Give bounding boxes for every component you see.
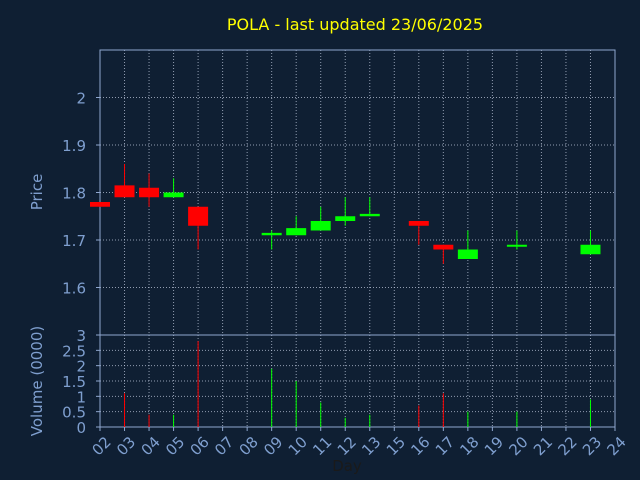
price-panel: 1.6 1.7 1.8 1.9 2 [62,49,616,336]
price-axis-label: Price [28,174,46,211]
volume-tick-label: 1 [76,388,86,406]
grid [100,50,615,428]
candle-body [139,187,160,198]
price-tick-label: 1.8 [62,185,86,203]
candle-body [90,202,110,207]
candle-body [114,185,135,198]
volume-tick-label: 0 [76,419,86,437]
volume-tick-label: 0.5 [62,404,86,422]
candle-body [506,244,527,247]
price-tick-label: 2 [76,90,86,108]
candle-body [359,213,380,217]
candle-body [580,244,601,255]
price-tick-label: 1.6 [62,280,86,298]
price-tick-label: 1.9 [62,137,86,155]
candle-body [433,244,454,250]
candle-body [188,206,209,226]
volume-tick-label: 2 [76,358,86,376]
candle-body [286,228,307,236]
candle-body [408,221,429,226]
volume-tick-label: 1.5 [62,373,86,391]
chart-title: POLA - last updated 23/06/2025 [227,15,483,34]
candle-body [163,192,184,198]
candle-body [335,216,356,221]
volume-panel: 00.511.522.53 [62,327,616,437]
candle-body [457,249,478,259]
volume-tick-label: 2.5 [62,342,86,360]
volume-axis-label: Volume (0000) [28,326,46,436]
candle-body [261,232,282,236]
price-tick-label: 1.7 [62,232,86,250]
x-axis-label: Day [332,457,362,475]
volume-tick-label: 3 [76,327,86,345]
candle-body [310,221,331,231]
